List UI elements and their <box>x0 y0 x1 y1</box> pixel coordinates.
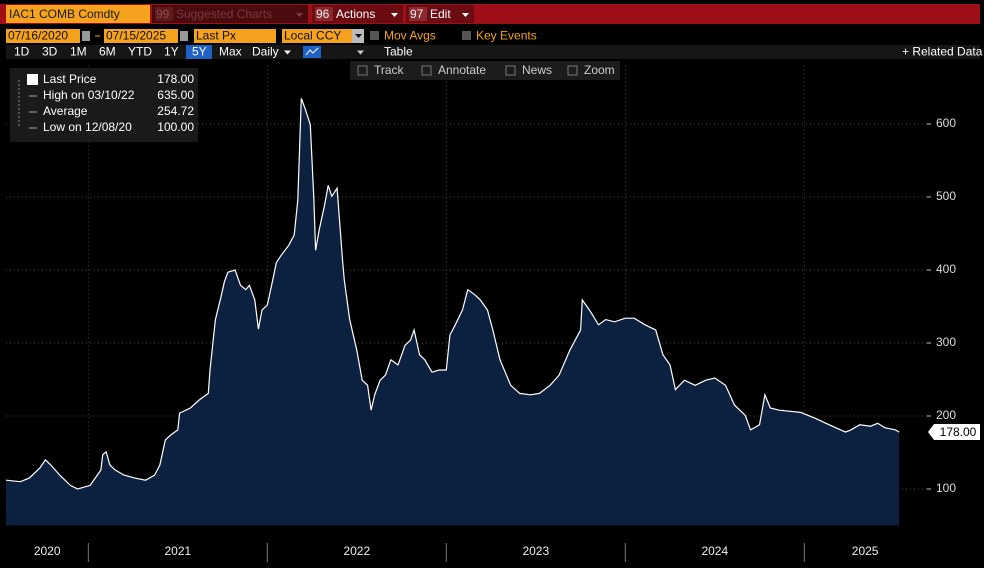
toolbar-button[interactable] <box>312 5 403 23</box>
period-button[interactable]: 1Y <box>164 45 179 59</box>
button-label: Edit <box>430 7 451 21</box>
y-tick-label: 400 <box>936 262 956 276</box>
legend-box <box>10 68 198 142</box>
dropdown-arrow <box>296 13 303 17</box>
tool-icon <box>567 65 578 76</box>
button-label: Actions <box>336 7 375 21</box>
button-number-box <box>409 7 427 21</box>
button-number: 96 <box>316 7 330 21</box>
tool-icon <box>357 65 368 76</box>
table-button[interactable]: Table <box>384 45 413 59</box>
key-events[interactable]: Key Events <box>476 29 537 43</box>
x-tick-label: 2025 <box>852 544 879 558</box>
toolbar-button[interactable] <box>152 5 308 23</box>
dropdown-arrow <box>284 50 291 55</box>
x-tick-label: 2021 <box>164 544 191 558</box>
start-date: 07/16/2020 <box>8 29 68 43</box>
legend-label: Average <box>43 104 88 118</box>
dropdown-arrow <box>391 13 398 17</box>
y-tick-label: 600 <box>936 116 956 130</box>
x-tick-label: 2022 <box>343 544 370 558</box>
tool-icon <box>505 65 516 76</box>
period-bar <box>6 45 980 59</box>
frequency[interactable]: Daily <box>252 45 279 59</box>
checkbox[interactable] <box>462 31 471 40</box>
button-number-box <box>155 7 173 21</box>
legend-label: Last Price <box>43 72 97 86</box>
tool-button[interactable]: News <box>522 63 552 77</box>
security-box <box>6 5 150 23</box>
security-name[interactable]: IAC1 COMB Comdty <box>9 7 120 21</box>
x-tick-label: 2024 <box>701 544 728 558</box>
legend-value: 178.00 <box>157 72 194 86</box>
field: Last Px <box>196 29 236 43</box>
button-number-box <box>315 7 333 21</box>
dropdown-arrow <box>355 34 362 38</box>
mov-avgs[interactable]: Mov Avgs <box>384 29 436 43</box>
legend-swatch <box>27 74 38 85</box>
dropdown-arrow <box>462 13 469 17</box>
tool-button[interactable]: Annotate <box>438 63 486 77</box>
button-label: Suggested Charts <box>176 7 272 21</box>
period-button[interactable]: YTD <box>128 45 152 59</box>
tool-strip <box>350 61 620 80</box>
currency: Local CCY <box>284 29 341 43</box>
calendar-icon <box>82 31 90 41</box>
related-data[interactable]: + Related Data <box>902 45 983 59</box>
last-price-label: 178.00 <box>940 425 977 439</box>
price-line <box>5 98 900 490</box>
period-selected <box>186 45 212 59</box>
x-tick-label: 2023 <box>522 544 549 558</box>
y-tick-label: 500 <box>936 189 956 203</box>
tool-button[interactable]: Track <box>374 63 405 77</box>
start-date-box[interactable] <box>6 29 80 43</box>
legend-value: 254.72 <box>157 104 194 118</box>
currency-box[interactable] <box>282 29 352 43</box>
period-button[interactable]: 3D <box>42 45 58 59</box>
y-tick-label: 200 <box>936 408 956 422</box>
tool-button[interactable]: Zoom <box>584 63 615 77</box>
period-button[interactable]: 1D <box>14 45 30 59</box>
end-date-box[interactable] <box>104 29 178 43</box>
dropdown-arrow <box>357 50 364 55</box>
end-date: 07/15/2025 <box>106 29 166 43</box>
calendar-icon <box>180 31 188 41</box>
last-price-tag <box>928 424 980 441</box>
legend-label: High on 03/10/22 <box>43 88 135 102</box>
period-button[interactable]: 5Y <box>192 45 207 59</box>
area-fill <box>6 98 900 526</box>
period-button[interactable]: 1M <box>70 45 87 59</box>
period-button[interactable]: 6M <box>99 45 116 59</box>
legend-value: 635.00 <box>157 88 194 102</box>
legend-value: 100.00 <box>157 120 194 134</box>
y-tick-label: 300 <box>936 335 956 349</box>
field-box[interactable] <box>194 29 276 43</box>
tool-icon <box>421 65 432 76</box>
period-button[interactable]: Max <box>219 45 242 59</box>
chart-type-glyph <box>305 47 319 56</box>
y-tick-label: 100 <box>936 481 956 495</box>
checkbox[interactable] <box>370 31 379 40</box>
button-number: 99 <box>156 7 170 21</box>
button-number: 97 <box>410 7 424 21</box>
x-tick-label: 2020 <box>34 544 61 558</box>
legend-label: Low on 12/08/20 <box>43 120 132 134</box>
